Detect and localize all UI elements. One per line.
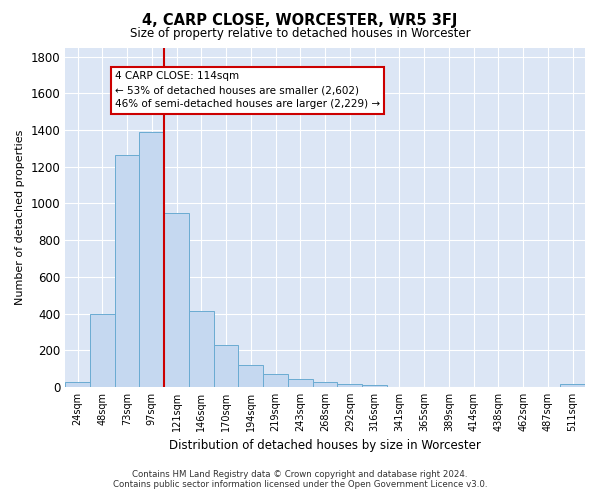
Bar xyxy=(337,384,362,387)
Bar xyxy=(164,212,189,387)
Bar xyxy=(90,314,115,387)
Text: Contains HM Land Registry data © Crown copyright and database right 2024.
Contai: Contains HM Land Registry data © Crown c… xyxy=(113,470,487,489)
Bar xyxy=(214,344,238,387)
Bar xyxy=(560,384,585,387)
Text: 4, CARP CLOSE, WORCESTER, WR5 3FJ: 4, CARP CLOSE, WORCESTER, WR5 3FJ xyxy=(142,12,458,28)
Bar xyxy=(263,374,288,387)
Text: 4 CARP CLOSE: 114sqm
← 53% of detached houses are smaller (2,602)
46% of semi-de: 4 CARP CLOSE: 114sqm ← 53% of detached h… xyxy=(115,72,380,110)
Bar xyxy=(65,382,90,387)
Bar xyxy=(189,311,214,387)
Bar xyxy=(115,155,139,387)
Bar xyxy=(362,385,387,387)
Y-axis label: Number of detached properties: Number of detached properties xyxy=(15,130,25,305)
Bar xyxy=(238,365,263,387)
Bar xyxy=(139,132,164,387)
X-axis label: Distribution of detached houses by size in Worcester: Distribution of detached houses by size … xyxy=(169,440,481,452)
Text: Size of property relative to detached houses in Worcester: Size of property relative to detached ho… xyxy=(130,28,470,40)
Bar xyxy=(313,382,337,387)
Bar xyxy=(288,378,313,387)
